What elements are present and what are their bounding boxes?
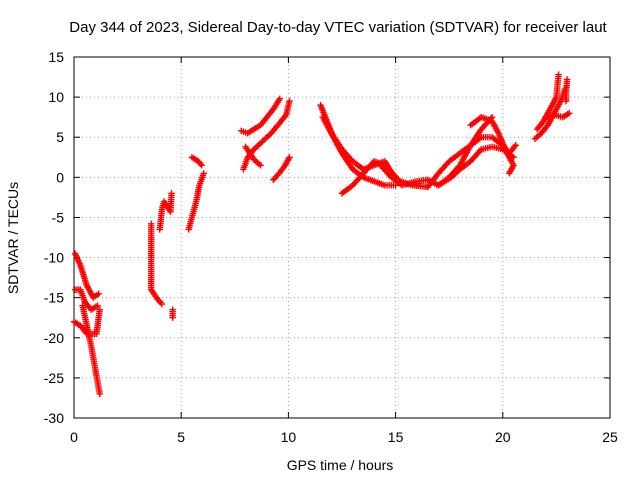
y-tick-label: 10 [48, 89, 64, 105]
series-steep5b [188, 154, 205, 169]
y-tick-label: -20 [44, 330, 64, 346]
data-point [96, 390, 103, 398]
tick-marks [73, 56, 611, 419]
series-early-mid [71, 286, 101, 313]
series-tail21c [542, 109, 573, 121]
chart-title: Day 344 of 2023, Sidereal Day-to-day VTE… [69, 19, 607, 36]
y-tick-label: 5 [56, 129, 64, 145]
x-tick-label: 10 [281, 429, 297, 445]
series-arc8b [240, 97, 293, 173]
y-tick-label: -30 [44, 410, 64, 426]
series-early-low [70, 306, 103, 337]
y-tick-label: -25 [44, 370, 64, 386]
data-point [200, 170, 207, 177]
data-point [95, 290, 102, 297]
y-tick-label: -15 [44, 290, 64, 306]
data-point [286, 154, 293, 161]
series-arc9 [270, 154, 293, 183]
series-early-upper [71, 250, 102, 301]
series-arc8c [242, 143, 264, 169]
data-point [198, 162, 205, 169]
data-point [168, 190, 175, 197]
data-point [555, 71, 562, 78]
data-point [506, 170, 513, 177]
data-point [512, 142, 519, 149]
data-point [562, 97, 570, 105]
x-tick-label: 20 [495, 429, 511, 445]
tick-labels: 0 5 10 15 20 25 -30 -25 -20 -15 -10 -5 0 5 10 15 [44, 49, 618, 445]
y-tick-label: -10 [44, 250, 64, 266]
data-point [286, 97, 293, 105]
series-upswing2 [435, 143, 517, 189]
y-tick-label: -5 [52, 209, 65, 225]
x-tick-label: 0 [70, 429, 78, 445]
x-axis-label: GPS time / hours [287, 457, 394, 473]
data-point [197, 160, 204, 168]
series-upswing3 [467, 113, 517, 177]
x-tick-label: 25 [602, 429, 618, 445]
x-tick-label: 15 [388, 429, 404, 445]
data-point [158, 300, 166, 308]
series-gap1 [147, 190, 176, 321]
data-point [257, 162, 264, 169]
data-points [70, 71, 573, 398]
y-tick-label: 0 [56, 169, 64, 185]
data-point [94, 302, 101, 309]
series-lowarc [338, 158, 431, 197]
series-desc11 [317, 101, 399, 189]
x-tick-label: 5 [177, 429, 185, 445]
data-point [96, 306, 103, 313]
data-point [169, 314, 176, 321]
series-tail-isolated [562, 76, 571, 105]
series-steep5 [185, 170, 207, 233]
data-point [276, 95, 284, 102]
series-arc8 [238, 95, 284, 137]
y-tick-label: 15 [48, 49, 64, 65]
plot-frame [73, 56, 611, 419]
series-upswing [424, 134, 519, 191]
grid-lines [74, 57, 610, 418]
series-early-drop [79, 302, 103, 398]
data-point [566, 109, 573, 117]
y-axis-label: SDTVAR / TECUs [5, 182, 21, 294]
